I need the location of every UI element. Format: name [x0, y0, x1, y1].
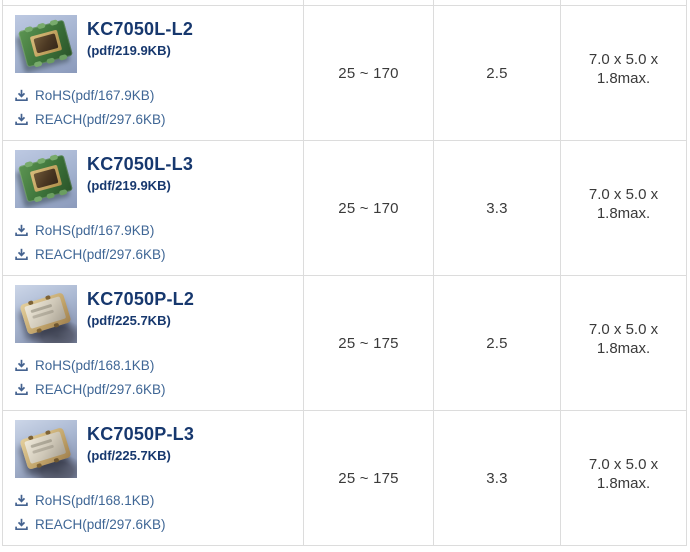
compliance-links: RoHS(pdf/167.9KB) REACH(pdf/297.6KB)	[15, 86, 166, 134]
rohs-link-label: RoHS(pdf/168.1KB)	[35, 358, 155, 373]
product-title-block: KC7050P-L3 (pdf/225.7KB)	[87, 424, 194, 463]
download-icon	[15, 248, 28, 261]
supply-voltage-cell	[434, 0, 561, 5]
product-cell	[3, 0, 304, 5]
reach-download-link[interactable]: REACH(pdf/297.6KB)	[15, 245, 166, 264]
product-model-link[interactable]: KC7050L-L3	[87, 154, 194, 174]
dimensions-line1: 7.0 x 5.0 x	[588, 456, 659, 473]
supply-voltage-cell: 3.3	[434, 411, 561, 545]
oscillator-board-image	[18, 19, 73, 68]
download-icon	[15, 224, 28, 237]
download-icon	[15, 383, 28, 396]
product-cell: KC7050L-L2 (pdf/219.9KB) RoHS(pdf/167.9K…	[3, 6, 304, 140]
table-row: KC7050P-L2 (pdf/225.7KB) RoHS(pdf/168.1K…	[3, 276, 686, 411]
product-photo	[15, 150, 77, 208]
datasheet-size-link[interactable]: (pdf/225.7KB)	[87, 448, 171, 463]
download-icon	[15, 518, 28, 531]
supply-voltage-cell: 3.3	[434, 141, 561, 275]
rohs-download-link[interactable]: RoHS(pdf/167.9KB)	[15, 221, 166, 240]
reach-link-label: REACH(pdf/297.6KB)	[35, 247, 166, 262]
product-title-block: KC7050P-L2 (pdf/225.7KB)	[87, 289, 194, 328]
download-icon	[15, 89, 28, 102]
rohs-link-label: RoHS(pdf/167.9KB)	[35, 223, 155, 238]
dimensions-line1: 7.0 x 5.0 x	[588, 321, 659, 338]
datasheet-size-link[interactable]: (pdf/225.7KB)	[87, 313, 171, 328]
dimensions-line1: 7.0 x 5.0 x	[588, 51, 659, 68]
dimensions-line1: 7.0 x 5.0 x	[588, 186, 659, 203]
reach-download-link[interactable]: REACH(pdf/297.6KB)	[15, 110, 166, 129]
download-icon	[15, 359, 28, 372]
product-model-link[interactable]: KC7050P-L3	[87, 424, 195, 444]
rohs-link-label: RoHS(pdf/167.9KB)	[35, 88, 155, 103]
frequency-range-cell: 25 ~ 175	[304, 276, 434, 410]
compliance-links: RoHS(pdf/167.9KB) REACH(pdf/297.6KB)	[15, 221, 166, 269]
dimensions-line2: 1.8max.	[596, 340, 651, 357]
frequency-range-cell: 25 ~ 170	[304, 141, 434, 275]
reach-link-label: REACH(pdf/297.6KB)	[35, 517, 166, 532]
frequency-range-cell: 25 ~ 170	[304, 6, 434, 140]
table-row-partial	[3, 0, 686, 6]
table-row: KC7050L-L3 (pdf/219.9KB) RoHS(pdf/167.9K…	[3, 141, 686, 276]
dimensions-cell	[561, 0, 686, 5]
compliance-links: RoHS(pdf/168.1KB) REACH(pdf/297.6KB)	[15, 356, 166, 404]
table-row: KC7050L-L2 (pdf/219.9KB) RoHS(pdf/167.9K…	[3, 6, 686, 141]
table-row: KC7050P-L3 (pdf/225.7KB) RoHS(pdf/168.1K…	[3, 411, 686, 546]
dimensions-line2: 1.8max.	[596, 475, 651, 492]
supply-voltage-cell: 2.5	[434, 6, 561, 140]
download-icon	[15, 494, 28, 507]
rohs-download-link[interactable]: RoHS(pdf/168.1KB)	[15, 491, 166, 510]
dimensions-cell: 7.0 x 5.0 x 1.8max.	[561, 411, 686, 545]
datasheet-size-link[interactable]: (pdf/219.9KB)	[87, 43, 171, 58]
rohs-link-label: RoHS(pdf/168.1KB)	[35, 493, 155, 508]
product-cell: KC7050P-L3 (pdf/225.7KB) RoHS(pdf/168.1K…	[3, 411, 304, 545]
reach-download-link[interactable]: REACH(pdf/297.6KB)	[15, 515, 166, 534]
reach-link-label: REACH(pdf/297.6KB)	[35, 112, 166, 127]
product-model-link[interactable]: KC7050L-L2	[87, 19, 194, 39]
product-title-block: KC7050L-L3 (pdf/219.9KB)	[87, 154, 193, 193]
dimensions-cell: 7.0 x 5.0 x 1.8max.	[561, 141, 686, 275]
product-photo	[15, 15, 77, 73]
download-icon	[15, 113, 28, 126]
reach-link-label: REACH(pdf/297.6KB)	[35, 382, 166, 397]
product-cell: KC7050P-L2 (pdf/225.7KB) RoHS(pdf/168.1K…	[3, 276, 304, 410]
dimensions-line2: 1.8max.	[596, 70, 651, 87]
rohs-download-link[interactable]: RoHS(pdf/168.1KB)	[15, 356, 166, 375]
reach-download-link[interactable]: REACH(pdf/297.6KB)	[15, 380, 166, 399]
dimensions-cell: 7.0 x 5.0 x 1.8max.	[561, 6, 686, 140]
rohs-download-link[interactable]: RoHS(pdf/167.9KB)	[15, 86, 166, 105]
datasheet-size-link[interactable]: (pdf/219.9KB)	[87, 178, 171, 193]
frequency-range-cell	[304, 0, 434, 5]
oscillator-board-image	[18, 154, 73, 203]
product-photo	[15, 420, 77, 478]
product-model-link[interactable]: KC7050P-L2	[87, 289, 195, 309]
product-photo	[15, 285, 77, 343]
dimensions-line2: 1.8max.	[596, 205, 651, 222]
product-cell: KC7050L-L3 (pdf/219.9KB) RoHS(pdf/167.9K…	[3, 141, 304, 275]
frequency-range-cell: 25 ~ 175	[304, 411, 434, 545]
compliance-links: RoHS(pdf/168.1KB) REACH(pdf/297.6KB)	[15, 491, 166, 539]
supply-voltage-cell: 2.5	[434, 276, 561, 410]
dimensions-cell: 7.0 x 5.0 x 1.8max.	[561, 276, 686, 410]
product-title-block: KC7050L-L2 (pdf/219.9KB)	[87, 19, 193, 58]
